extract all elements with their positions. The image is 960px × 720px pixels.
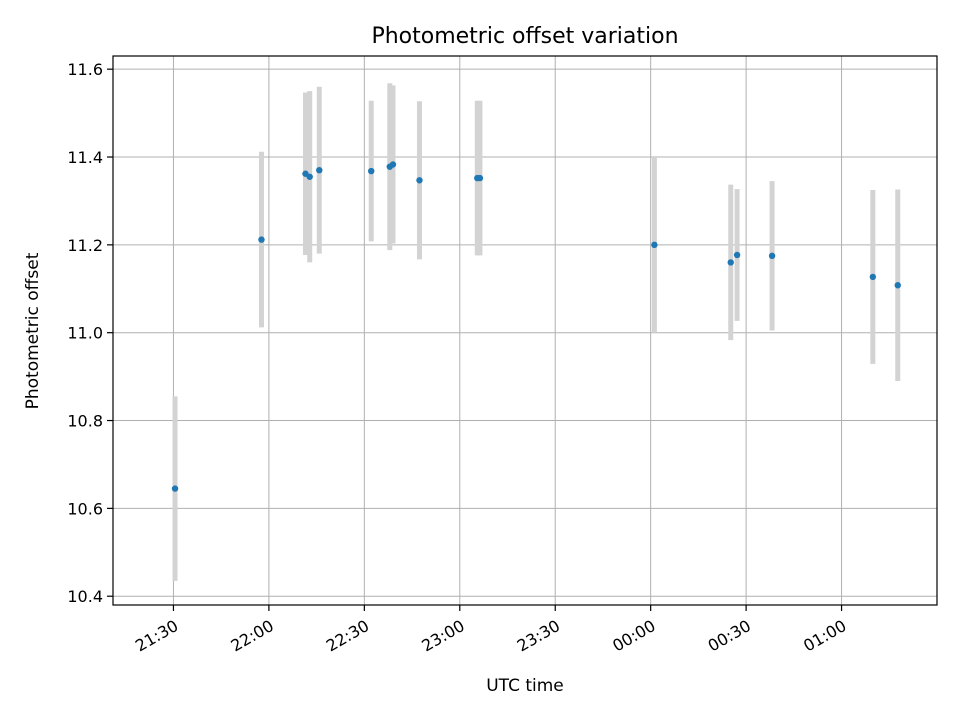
data-point <box>768 252 776 260</box>
data-point <box>894 282 901 289</box>
y-tick-label: 11.6 <box>67 60 103 79</box>
y-axis-label: Photometric offset <box>23 252 43 409</box>
data-point <box>869 273 877 281</box>
data-point <box>316 166 323 174</box>
data-point <box>727 259 734 266</box>
plot-frame <box>112 55 938 606</box>
data-point <box>476 174 484 182</box>
y-tick-label: 10.8 <box>67 412 103 431</box>
x-axis-label: UTC time <box>486 676 564 696</box>
data-point <box>171 485 179 492</box>
data-point <box>389 161 397 168</box>
y-tick-label: 11.0 <box>67 324 103 343</box>
y-tick-label: 11.2 <box>67 236 103 255</box>
data-point <box>416 177 423 184</box>
data-point <box>258 236 265 243</box>
grid <box>113 56 937 605</box>
y-tick-label: 10.6 <box>67 499 103 518</box>
data-point <box>368 167 375 175</box>
y-tick-label: 10.4 <box>67 587 103 606</box>
y-axis: 10.4 10.6 10.8 11.0 11.2 11.4 11.6 <box>67 60 113 606</box>
data-point <box>651 241 658 249</box>
data-point <box>306 173 313 180</box>
data-point <box>733 251 741 259</box>
data-points <box>171 161 901 492</box>
chart-title: Photometric offset variation <box>371 24 678 49</box>
y-tick-label: 11.4 <box>67 148 103 167</box>
